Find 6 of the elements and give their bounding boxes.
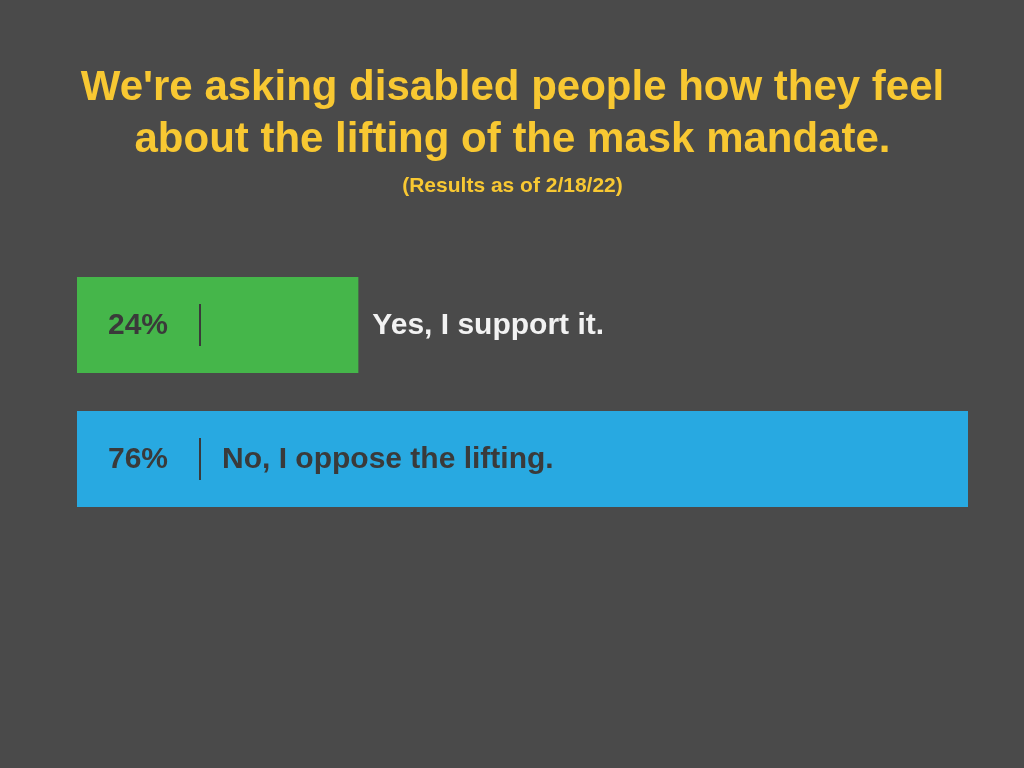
data-label: 24% [108, 307, 169, 340]
chart-subtitle: (Results as of 2/18/22) [402, 173, 623, 196]
data-label: 76% [108, 441, 169, 474]
y-tick-label: Yes, I support it. [372, 307, 605, 340]
chart-title: We're asking disabled people how they feel about the lifting of the mask mandate. [80, 62, 945, 161]
y-tick-label: No, I oppose the lifting. [222, 441, 554, 474]
